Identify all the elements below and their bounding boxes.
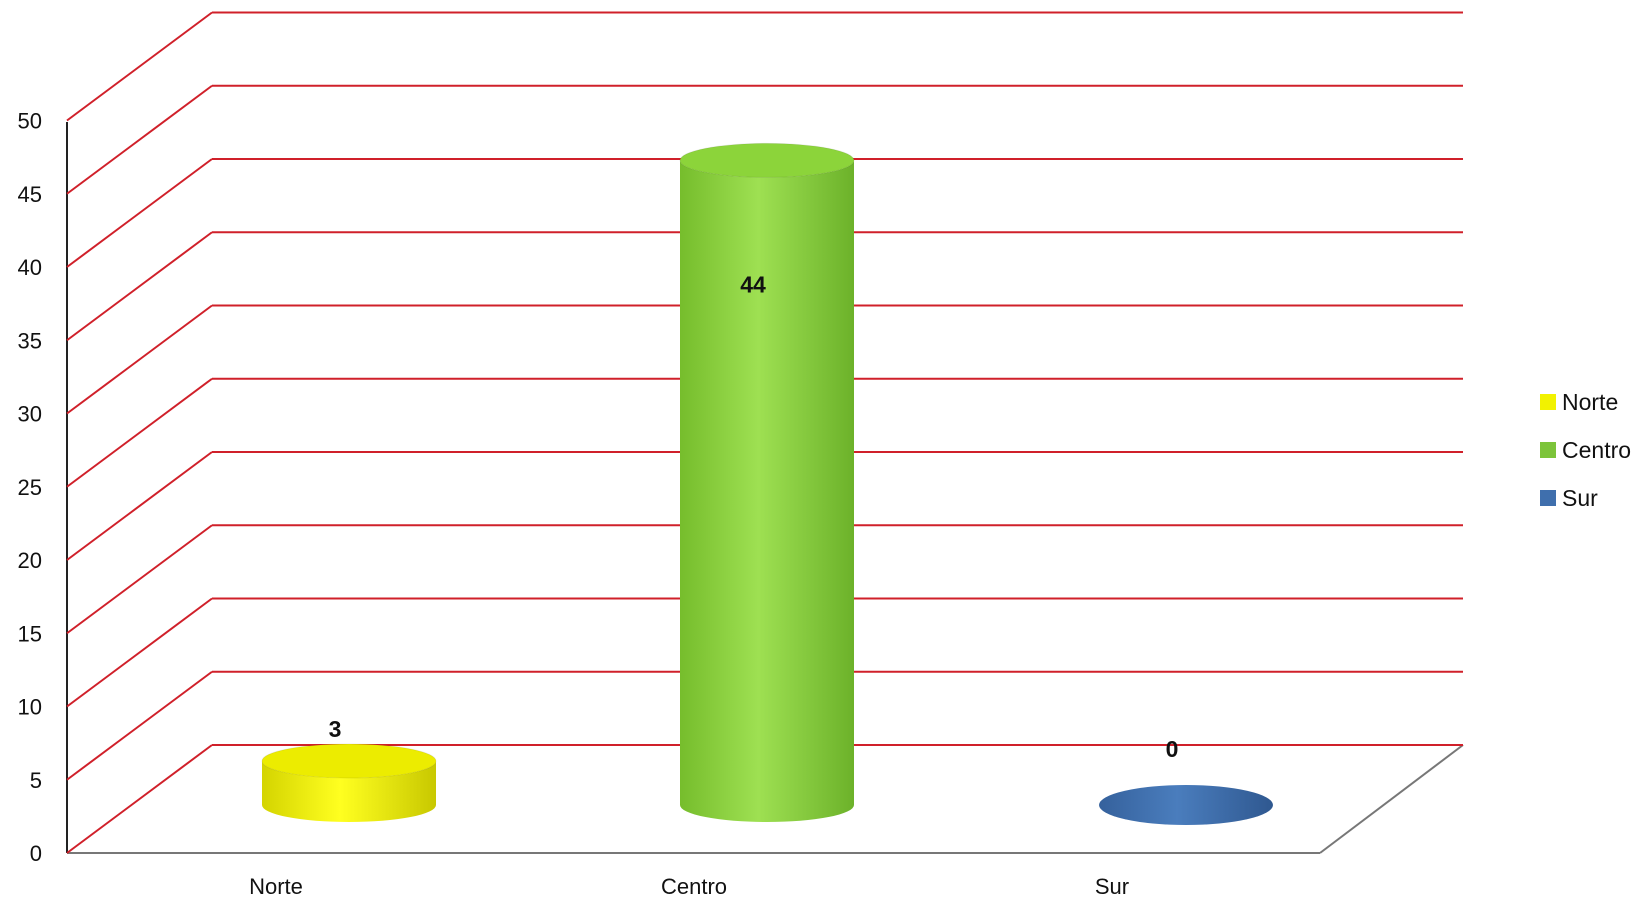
data-label: 44 bbox=[740, 271, 766, 297]
y-tick-label: 40 bbox=[18, 255, 42, 280]
legend-swatch bbox=[1540, 394, 1556, 410]
gridline-diagonal bbox=[66, 11, 213, 122]
category-labels: Norte Centro Sur bbox=[249, 874, 1129, 899]
data-label: 3 bbox=[329, 716, 342, 742]
y-tick-label: 35 bbox=[18, 328, 42, 353]
gridline-diagonal bbox=[66, 304, 213, 415]
y-axis-ticks: 0 5 10 15 20 25 30 35 40 45 50 bbox=[18, 109, 42, 867]
floor-right-edge bbox=[1319, 744, 1464, 854]
y-tick-label: 30 bbox=[18, 402, 42, 427]
gridline-diagonal bbox=[66, 744, 213, 854]
legend: Norte Centro Sur bbox=[1540, 389, 1631, 511]
y-tick-label: 25 bbox=[18, 475, 42, 500]
bars bbox=[261, 142, 1273, 825]
data-label: 0 bbox=[1166, 736, 1179, 762]
bar-base bbox=[1099, 785, 1273, 825]
data-labels: 3 44 0 bbox=[329, 271, 1179, 762]
chart-frame bbox=[66, 122, 1464, 854]
gridline-diagonal bbox=[66, 84, 213, 195]
legend-swatch bbox=[1540, 442, 1556, 458]
gridline-diagonal bbox=[66, 377, 213, 488]
category-label: Norte bbox=[249, 874, 303, 899]
gridline-diagonal bbox=[66, 231, 213, 342]
gridline-diagonal bbox=[66, 158, 213, 268]
legend-label: Centro bbox=[1562, 437, 1631, 463]
category-label: Centro bbox=[661, 874, 727, 899]
bar-top bbox=[679, 142, 855, 178]
category-label: Sur bbox=[1095, 874, 1129, 899]
gridline-diagonal bbox=[66, 597, 213, 708]
y-tick-label: 45 bbox=[18, 182, 42, 207]
gridline-diagonal bbox=[66, 524, 213, 635]
gridline-diagonal bbox=[66, 451, 213, 561]
legend-label: Norte bbox=[1562, 389, 1618, 415]
y-tick-label: 50 bbox=[18, 109, 42, 134]
y-tick-label: 10 bbox=[18, 695, 42, 720]
bar-body bbox=[262, 761, 436, 822]
y-tick-label: 0 bbox=[30, 841, 42, 866]
legend-label: Sur bbox=[1562, 485, 1598, 511]
y-tick-label: 5 bbox=[30, 768, 42, 793]
y-tick-label: 15 bbox=[18, 621, 42, 646]
bar-body bbox=[680, 160, 854, 822]
bar-top bbox=[261, 743, 437, 779]
legend-swatch bbox=[1540, 490, 1556, 506]
y-tick-label: 20 bbox=[18, 548, 42, 573]
gridline-diagonal bbox=[66, 670, 213, 781]
